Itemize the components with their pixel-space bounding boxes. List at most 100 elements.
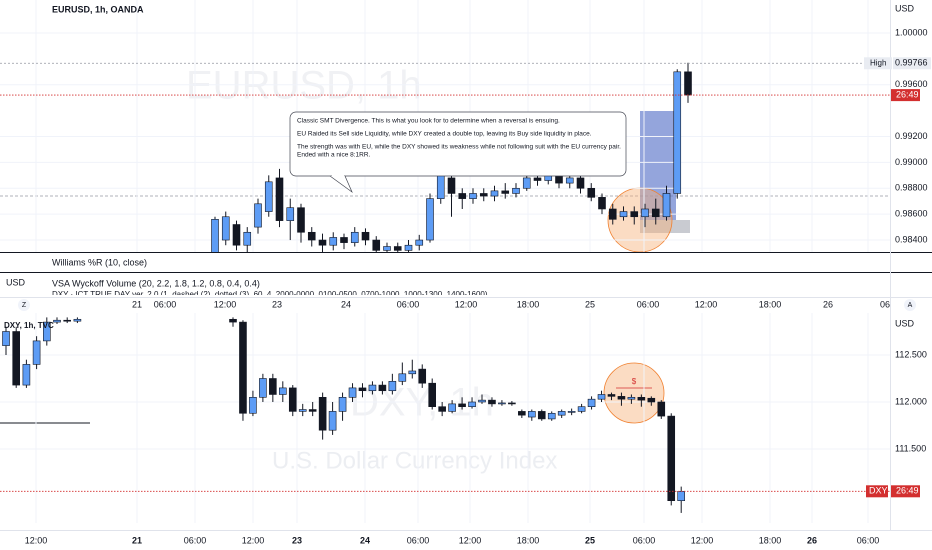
- time-label: 25: [585, 299, 595, 309]
- annotation-line: The strength was with EU, while the DXY …: [297, 144, 621, 151]
- dxy-pane: DXY, 1h U.S. Dollar Currency Index $: [0, 313, 890, 523]
- candle-body: [426, 198, 434, 241]
- candle-body: [428, 382, 437, 408]
- time-label: 06: [880, 299, 890, 309]
- annotation-line: Classic SMT Divergence. This is what you…: [297, 118, 560, 125]
- candle-body: [501, 190, 510, 194]
- highlight-circle: [603, 362, 665, 424]
- stop-zone: [640, 220, 690, 233]
- candle-body: [318, 396, 327, 431]
- candle-body: [512, 187, 520, 194]
- time-label: 23: [292, 535, 302, 545]
- y-tick-label: 111.500: [895, 443, 926, 453]
- candle-body: [288, 387, 297, 412]
- candle-body: [630, 211, 639, 218]
- time-label: 21: [132, 535, 142, 545]
- time-label: 12:00: [242, 535, 265, 545]
- symbol-tag-label: DXY: [869, 486, 888, 496]
- annotation-line: EU Raided its Sell side Liquidity, while…: [297, 131, 592, 138]
- candle-body: [469, 193, 477, 199]
- candle-body: [547, 412, 556, 420]
- candle-body: [667, 415, 676, 502]
- candle-body: [42, 321, 51, 342]
- candle-body: [488, 399, 496, 405]
- candle-body: [211, 219, 219, 252]
- annotation-box: [289, 111, 627, 177]
- time-label: 26: [807, 535, 817, 545]
- candle-body: [239, 321, 247, 414]
- candle-body: [249, 396, 257, 414]
- symbol-tag: [866, 485, 888, 498]
- candle-body: [278, 387, 287, 395]
- candle-body: [63, 319, 72, 322]
- candle-body: [438, 406, 446, 412]
- candle-body: [598, 197, 606, 210]
- candle-body: [269, 378, 277, 395]
- time-label: 18:00: [759, 535, 782, 545]
- candle-body: [608, 208, 617, 220]
- high-value: 0.99766: [895, 58, 928, 68]
- time-label: 23: [272, 299, 282, 309]
- candle-body: [383, 246, 391, 251]
- candle-body: [651, 208, 660, 218]
- currency-label: USD: [895, 318, 915, 328]
- candle-body: [340, 237, 348, 243]
- time-label: 06:00: [633, 535, 656, 545]
- candle-body: [408, 370, 417, 375]
- candle-body: [350, 231, 359, 243]
- time-label: 06:00: [637, 299, 660, 309]
- time-label: 18:00: [759, 299, 782, 309]
- candle-body: [522, 177, 531, 189]
- candle-body: [458, 403, 466, 408]
- candle-body: [286, 207, 295, 221]
- indicator-label: VSA Wyckoff Volume (20, 2.2, 1.8, 1.2, 0…: [52, 278, 260, 288]
- candle-body: [490, 190, 499, 197]
- high-label: High: [870, 58, 886, 67]
- candle-body: [73, 318, 82, 322]
- candle-body: [372, 239, 381, 251]
- candle-body: [673, 71, 682, 194]
- candle-body: [328, 411, 337, 431]
- candle-body: [448, 403, 456, 412]
- candle-body: [597, 394, 606, 400]
- time-label: 06:00: [397, 299, 420, 309]
- candle-body: [368, 384, 377, 392]
- candle-body: [361, 231, 370, 241]
- clipped-row: DXY · ICT TRUE DAY ver. 2.0 (1, dashed (…: [52, 290, 488, 295]
- watermark: EURUSD, 1h: [186, 64, 422, 108]
- candle-body: [388, 381, 397, 392]
- candle-body: [398, 373, 407, 382]
- candle-body: [229, 318, 237, 323]
- time-label: 25: [585, 535, 595, 545]
- candle-body: [537, 411, 546, 420]
- candle-body: [254, 203, 262, 228]
- time-label: Z: [22, 302, 27, 309]
- candle-body: [468, 401, 476, 407]
- candle-body: [275, 177, 284, 221]
- candle-body: [378, 384, 387, 392]
- candle-body: [264, 181, 273, 212]
- symbol-title: EURUSD, 1h, OANDA: [52, 4, 144, 14]
- candle-body: [329, 237, 338, 246]
- candle-body: [53, 319, 61, 323]
- candle-body: [627, 396, 636, 400]
- candle-body: [677, 490, 686, 501]
- candle-body: [404, 244, 413, 251]
- y-tick-label: 0.99200: [895, 131, 928, 141]
- currency-label: USD: [895, 3, 915, 13]
- time-label: 18:00: [517, 299, 540, 309]
- y-tick-label: 0.99000: [895, 157, 928, 167]
- candle-body: [221, 216, 230, 241]
- time-label: 06:00: [154, 299, 177, 309]
- y-tick-label: 112.500: [895, 349, 927, 359]
- candle-body: [527, 411, 536, 418]
- candle-body: [567, 411, 576, 413]
- time-label: 06:00: [407, 535, 430, 545]
- candle-body: [298, 409, 307, 412]
- candle-body: [447, 177, 456, 194]
- axis-button: [904, 299, 916, 311]
- watermark-sub: U.S. Dollar Currency Index: [272, 447, 557, 474]
- candle-body: [576, 177, 585, 189]
- candle-body: [533, 177, 542, 181]
